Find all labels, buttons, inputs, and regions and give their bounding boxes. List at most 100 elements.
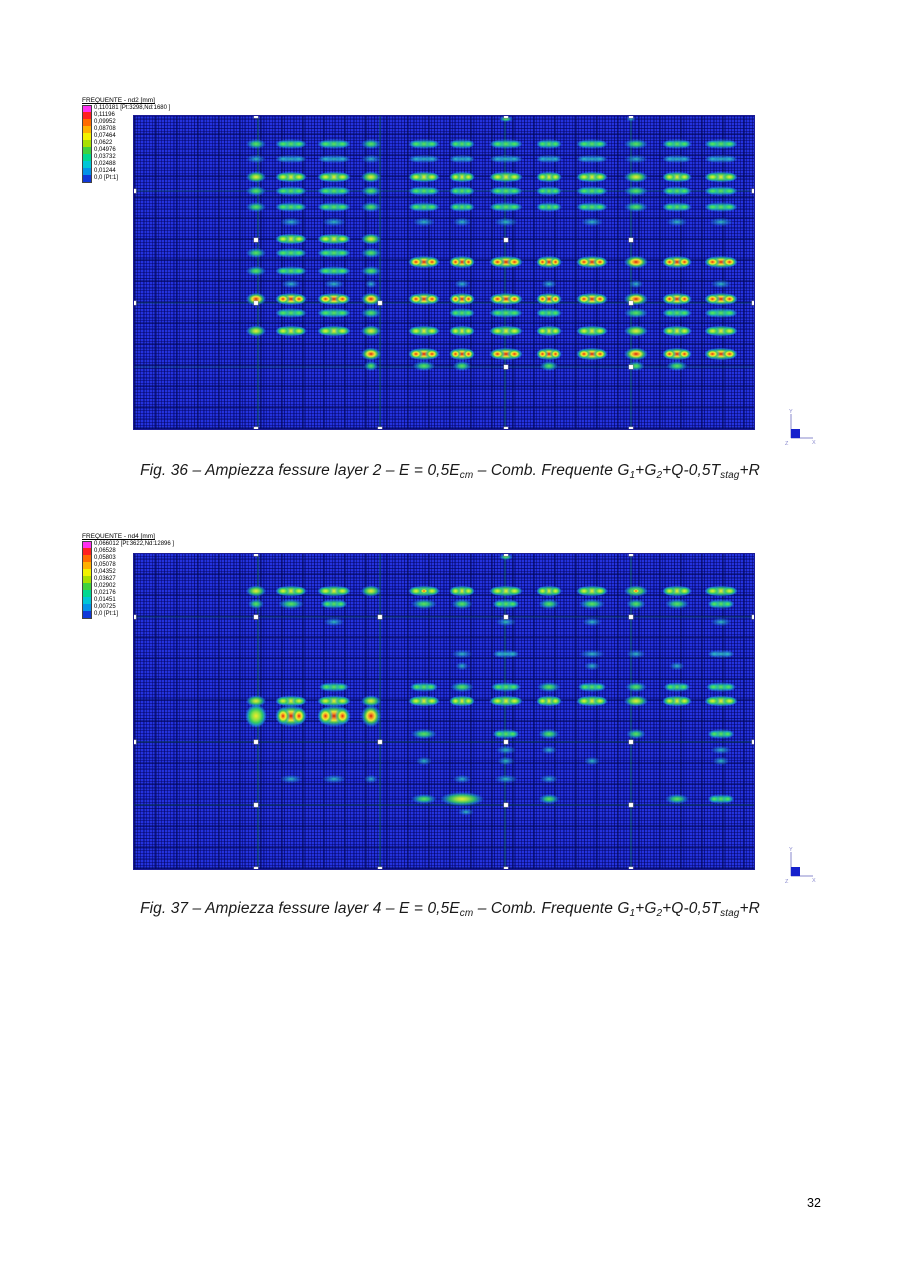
z-axis-label: Z — [785, 441, 789, 446]
contour-blob — [576, 140, 592, 148]
caption-subscript: 1 — [629, 908, 636, 919]
legend-row: 0,110181 [Pt:3298,Nd:1680 ] — [82, 105, 170, 113]
legend-color-swatch — [82, 133, 92, 140]
contour-blob — [506, 172, 523, 182]
contour-blob — [662, 696, 677, 706]
caption-subscript: stag — [720, 908, 740, 919]
contour-blob — [424, 683, 438, 691]
contour-blob — [536, 155, 549, 163]
contour-blob — [416, 756, 432, 766]
contour-legend: FREQUENTE - nd2 [mm] 0,110181 [Pt:3298,N… — [82, 97, 170, 183]
node-marker — [253, 802, 259, 808]
contour-blob — [664, 683, 677, 691]
contour-blob — [246, 266, 266, 276]
node-marker — [134, 614, 137, 620]
legend-color-swatch — [82, 541, 92, 549]
contour-blob — [317, 234, 334, 244]
contour-blob — [576, 187, 592, 195]
caption-subscript: 2 — [656, 470, 663, 481]
contour-blob — [281, 279, 301, 289]
contour-blob — [334, 683, 349, 691]
contour-blob — [449, 309, 462, 317]
contour-blob — [408, 172, 424, 182]
node-marker — [377, 300, 383, 306]
contour-blob — [408, 696, 424, 706]
contour-blob — [662, 140, 677, 148]
legend-row: 0,0 [Pt:1] — [82, 175, 170, 183]
contour-blob — [536, 348, 549, 360]
node-marker — [628, 364, 634, 370]
contour-blob — [592, 348, 608, 360]
contour-blob — [576, 348, 592, 360]
contour-blob — [538, 794, 560, 804]
node-marker — [503, 426, 509, 429]
contour-blob — [624, 308, 648, 318]
contour-legend: FREQUENTE - nd4 [mm] 0,066012 [Pt:3622,N… — [82, 533, 174, 619]
contour-blob — [361, 585, 381, 597]
legend-color-swatch — [82, 562, 92, 569]
contour-blob — [506, 140, 523, 148]
contour-blob — [704, 309, 721, 317]
contour-blob — [275, 203, 291, 211]
contour-blob — [455, 661, 469, 671]
contour-blob — [248, 599, 264, 609]
contour-blob — [592, 203, 608, 211]
contour-blob — [677, 586, 692, 596]
legend-value: 0,06528 — [94, 548, 116, 554]
contour-blob — [549, 293, 562, 305]
contour-blob — [334, 172, 351, 182]
caption-text: +R — [739, 462, 760, 479]
node-marker — [134, 739, 137, 745]
contour-blob — [291, 155, 307, 163]
contour-blob — [721, 600, 734, 608]
caption-subscript: cm — [459, 908, 474, 919]
contour-blob — [669, 661, 685, 671]
contour-blob — [576, 256, 592, 268]
node-marker — [134, 300, 137, 306]
contour-blob — [579, 649, 605, 659]
contour-blob — [576, 696, 592, 706]
contour-blob — [506, 326, 523, 336]
contour-blob — [449, 293, 462, 305]
contour-blob — [708, 600, 721, 608]
legend-color-swatch — [82, 175, 92, 183]
contour-blob — [536, 203, 549, 211]
contour-blob — [704, 155, 721, 163]
contour-blob — [625, 682, 647, 692]
contour-blob — [279, 774, 303, 784]
contour-blob — [708, 650, 721, 658]
contour-blob — [317, 586, 334, 596]
contour-blob — [493, 600, 506, 608]
contour-blob — [334, 600, 347, 608]
contour-blob — [489, 155, 506, 163]
contour-blob — [489, 187, 506, 195]
contour-blob — [677, 256, 692, 268]
axis-triad-icon: Y X Z — [785, 409, 816, 446]
contour-blob — [665, 794, 689, 804]
caption-subscript: stag — [720, 470, 740, 481]
contour-blob — [412, 217, 436, 227]
contour-blob — [578, 683, 592, 691]
contour-blob — [449, 155, 462, 163]
contour-blob — [489, 293, 506, 305]
contour-blob — [549, 140, 562, 148]
contour-blob — [662, 348, 677, 360]
legend-value: 0,01244 — [94, 168, 116, 174]
contour-blob — [452, 361, 472, 371]
contour-blob — [411, 599, 437, 609]
legend-color-swatch — [82, 555, 92, 562]
contour-blob — [624, 292, 648, 306]
contour-blob — [710, 745, 732, 755]
contour-blob — [592, 586, 608, 596]
contour-blob — [506, 650, 519, 658]
figure-36-caption: Fig. 36 – Ampiezza fessure layer 2 – E =… — [0, 462, 900, 481]
contour-blob — [334, 696, 351, 706]
contour-blob — [334, 203, 351, 211]
contour-blob — [291, 267, 307, 275]
node-marker — [628, 116, 634, 119]
contour-blob — [549, 326, 562, 336]
contour-blob — [317, 267, 334, 275]
contour-blob — [536, 309, 549, 317]
node-marker — [134, 188, 137, 194]
contour-blob — [291, 586, 307, 596]
